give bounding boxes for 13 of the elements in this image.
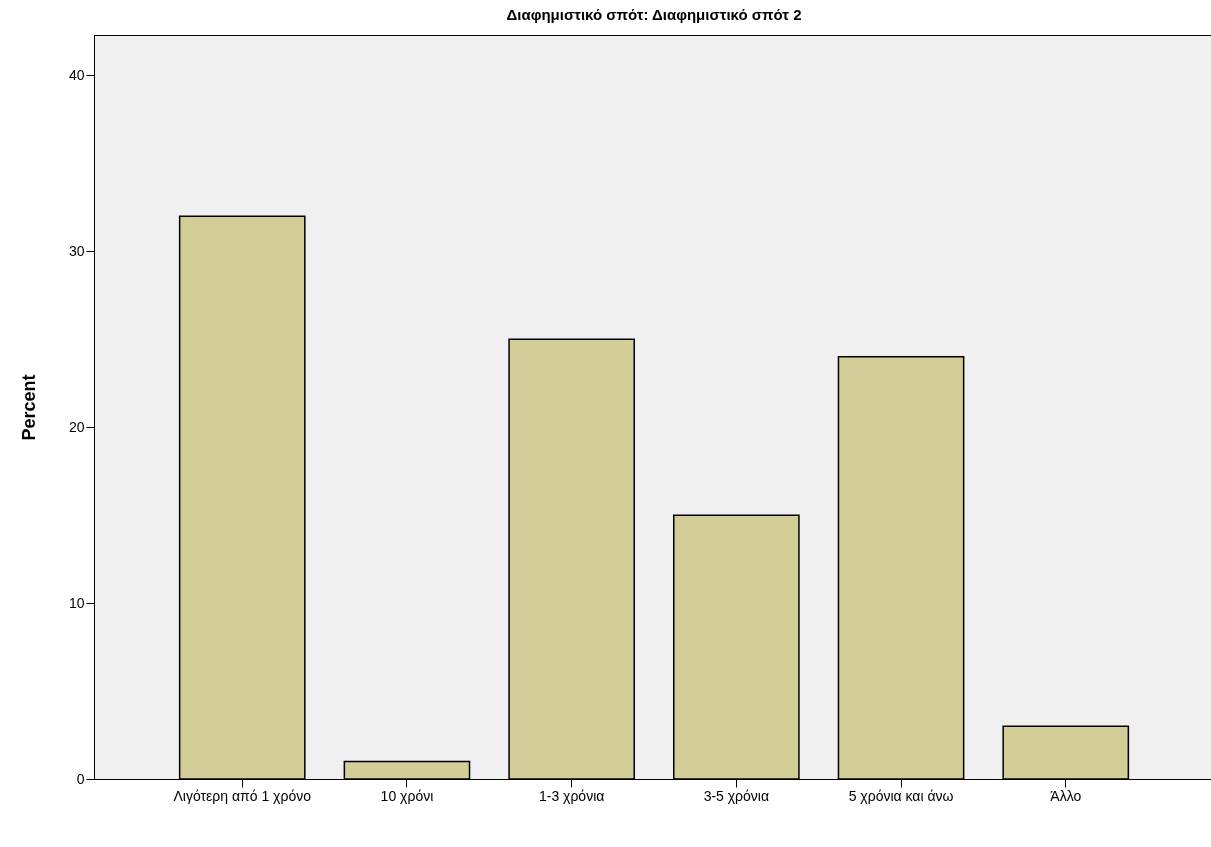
x-tick-label: 10 χρόνι	[380, 787, 434, 804]
x-tick-label: Άλλο	[1050, 787, 1082, 804]
y-tick-label: 10	[68, 594, 85, 611]
y-tick-label: 40	[68, 66, 85, 83]
y-tick-label: 0	[76, 770, 85, 787]
y-tick-label: 30	[68, 242, 85, 259]
x-tick-label: 5 χρόνια και άνω	[848, 787, 954, 804]
y-axis-title: Percent	[18, 374, 39, 441]
x-tick-label: 3-5 χρόνια	[703, 787, 770, 804]
chart-title: Διαφημιστικό σπότ: Διαφημιστικό σπότ 2	[506, 6, 802, 23]
x-tick-label: 1-3 χρόνια	[538, 787, 605, 804]
x-tick-label: Λιγότερη από 1 χρόνο	[173, 787, 312, 804]
y-tick-label: 20	[68, 418, 85, 435]
